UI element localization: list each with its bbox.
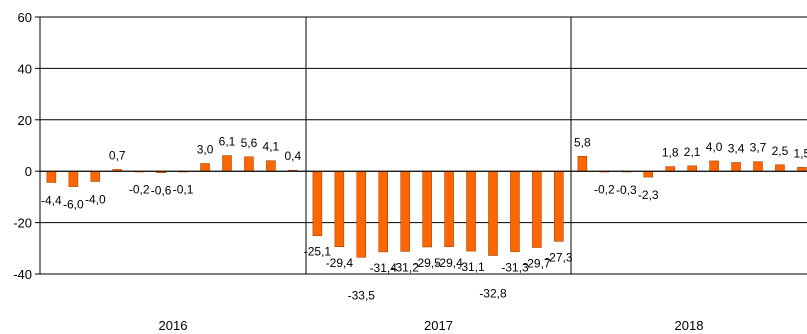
data-labels: -4,4 -6,0 -4,00,7-0,2 -0,6 -0,13,06,1 5,6 4,10…	[41, 135, 807, 303]
data-label: -25,1	[304, 245, 332, 259]
bar	[687, 165, 697, 172]
bar	[488, 170, 498, 256]
data-label: -0,2	[594, 183, 615, 197]
data-label: -0,1	[173, 182, 194, 196]
data-label: -32,8	[479, 286, 507, 300]
bar	[378, 170, 388, 253]
data-label: 5,8	[574, 135, 591, 149]
data-label: 0,7	[109, 148, 126, 162]
group-label: 2016	[159, 318, 188, 333]
bar	[731, 162, 741, 172]
data-label: -27,3	[545, 250, 573, 264]
data-label: 4,1	[263, 140, 280, 154]
data-label: -31,3	[501, 261, 529, 275]
bar	[665, 166, 675, 172]
y-tick-label: 60	[18, 10, 32, 25]
bar	[90, 170, 101, 182]
bar	[200, 163, 210, 172]
bar	[444, 170, 454, 248]
data-label: 1,5	[794, 146, 807, 160]
group-dividers	[305, 17, 572, 274]
bar	[334, 170, 345, 248]
data-label: -0,6	[151, 184, 172, 198]
data-label: -29,4	[435, 256, 463, 270]
bar	[554, 170, 564, 242]
data-label: 3,4	[728, 141, 745, 155]
data-label: 1,8	[662, 146, 679, 160]
bar	[46, 170, 57, 183]
bar	[400, 170, 410, 252]
y-tick-label: 0	[25, 164, 32, 179]
data-label: -29,5	[413, 256, 441, 270]
data-label: 2,5	[772, 144, 789, 158]
data-label: -0,3	[616, 183, 637, 197]
bar	[797, 167, 807, 172]
y-tick-label: -40	[13, 267, 32, 282]
bar	[577, 156, 588, 172]
bar	[68, 170, 79, 187]
bar	[244, 156, 254, 172]
data-label: -0,2	[129, 183, 150, 197]
data-label: -4,4	[41, 194, 62, 208]
bar	[266, 160, 276, 172]
group-label: 2017	[424, 318, 453, 333]
bar	[709, 160, 719, 172]
data-label: 4,0	[706, 140, 723, 154]
bar	[510, 170, 520, 252]
y-axis: 60 40 20 0 -20 -40	[13, 10, 41, 282]
data-label: 2,1	[684, 145, 701, 159]
data-label: -31,1	[457, 260, 485, 274]
data-label: 0,4	[285, 149, 302, 163]
bar	[532, 170, 542, 248]
y-tick-label: 40	[18, 61, 32, 76]
bar	[775, 164, 785, 172]
bar	[356, 170, 367, 258]
data-label: 3,0	[197, 142, 214, 156]
data-label: -29,7	[523, 257, 551, 271]
group-label: 2018	[675, 318, 704, 333]
data-label: -31,2	[392, 260, 420, 274]
data-label: 5,6	[241, 136, 258, 150]
data-label: -31,4	[370, 261, 398, 275]
data-label: 6,1	[219, 135, 236, 149]
data-label: -33,5	[348, 288, 376, 302]
group-labels: 2016 2017 2018	[159, 318, 704, 333]
y-tick-label: -20	[13, 216, 32, 231]
data-label: -6,0	[63, 198, 84, 212]
bar	[466, 170, 476, 252]
bar	[422, 170, 432, 248]
data-label: -29,4	[326, 256, 354, 270]
bar	[643, 170, 653, 178]
data-label: -2,3	[638, 188, 659, 202]
bar	[312, 170, 323, 236]
y-tick-label: 20	[18, 113, 32, 128]
bar	[222, 155, 232, 172]
data-label: 3,7	[750, 141, 767, 155]
bar	[753, 161, 763, 172]
data-label: -4,0	[85, 192, 106, 206]
